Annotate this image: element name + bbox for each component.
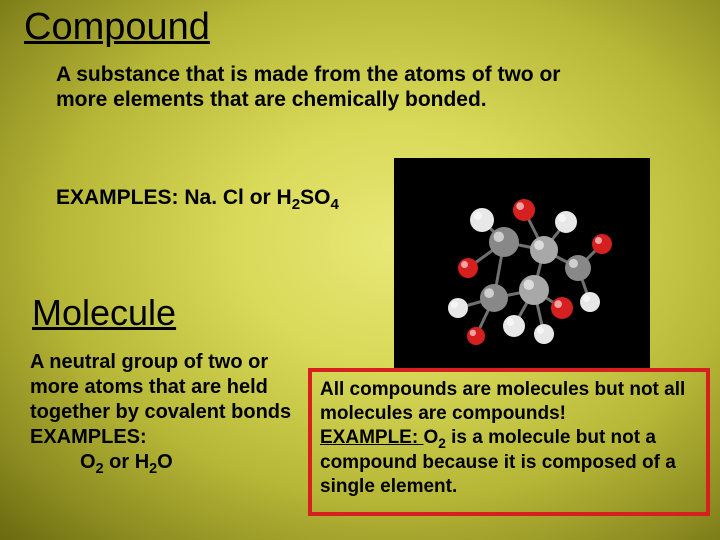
molecule-heading: Molecule	[32, 292, 176, 334]
callout-box: All compounds are molecules but not all …	[308, 368, 710, 516]
callout-example-label: EXAMPLE:	[320, 427, 423, 448]
compound-examples-formula: Na. Cl or H2SO4	[184, 186, 339, 209]
compound-heading: Compound	[24, 6, 210, 49]
callout-line1: All compounds are molecules but not all …	[320, 379, 685, 424]
molecule-examples-label: EXAMPLES:	[30, 426, 147, 448]
molecule-definition: A neutral group of two or more atoms tha…	[30, 351, 291, 423]
compound-definition: A substance that is made from the atoms …	[56, 62, 576, 112]
compound-examples-label: EXAMPLES:	[56, 186, 179, 209]
compound-examples: EXAMPLES: Na. Cl or H2SO4	[56, 186, 339, 213]
molecule-diagram	[394, 158, 650, 368]
molecule-examples-formula: O2 or H2O	[74, 451, 172, 473]
molecule-definition-block: A neutral group of two or more atoms tha…	[30, 350, 300, 478]
